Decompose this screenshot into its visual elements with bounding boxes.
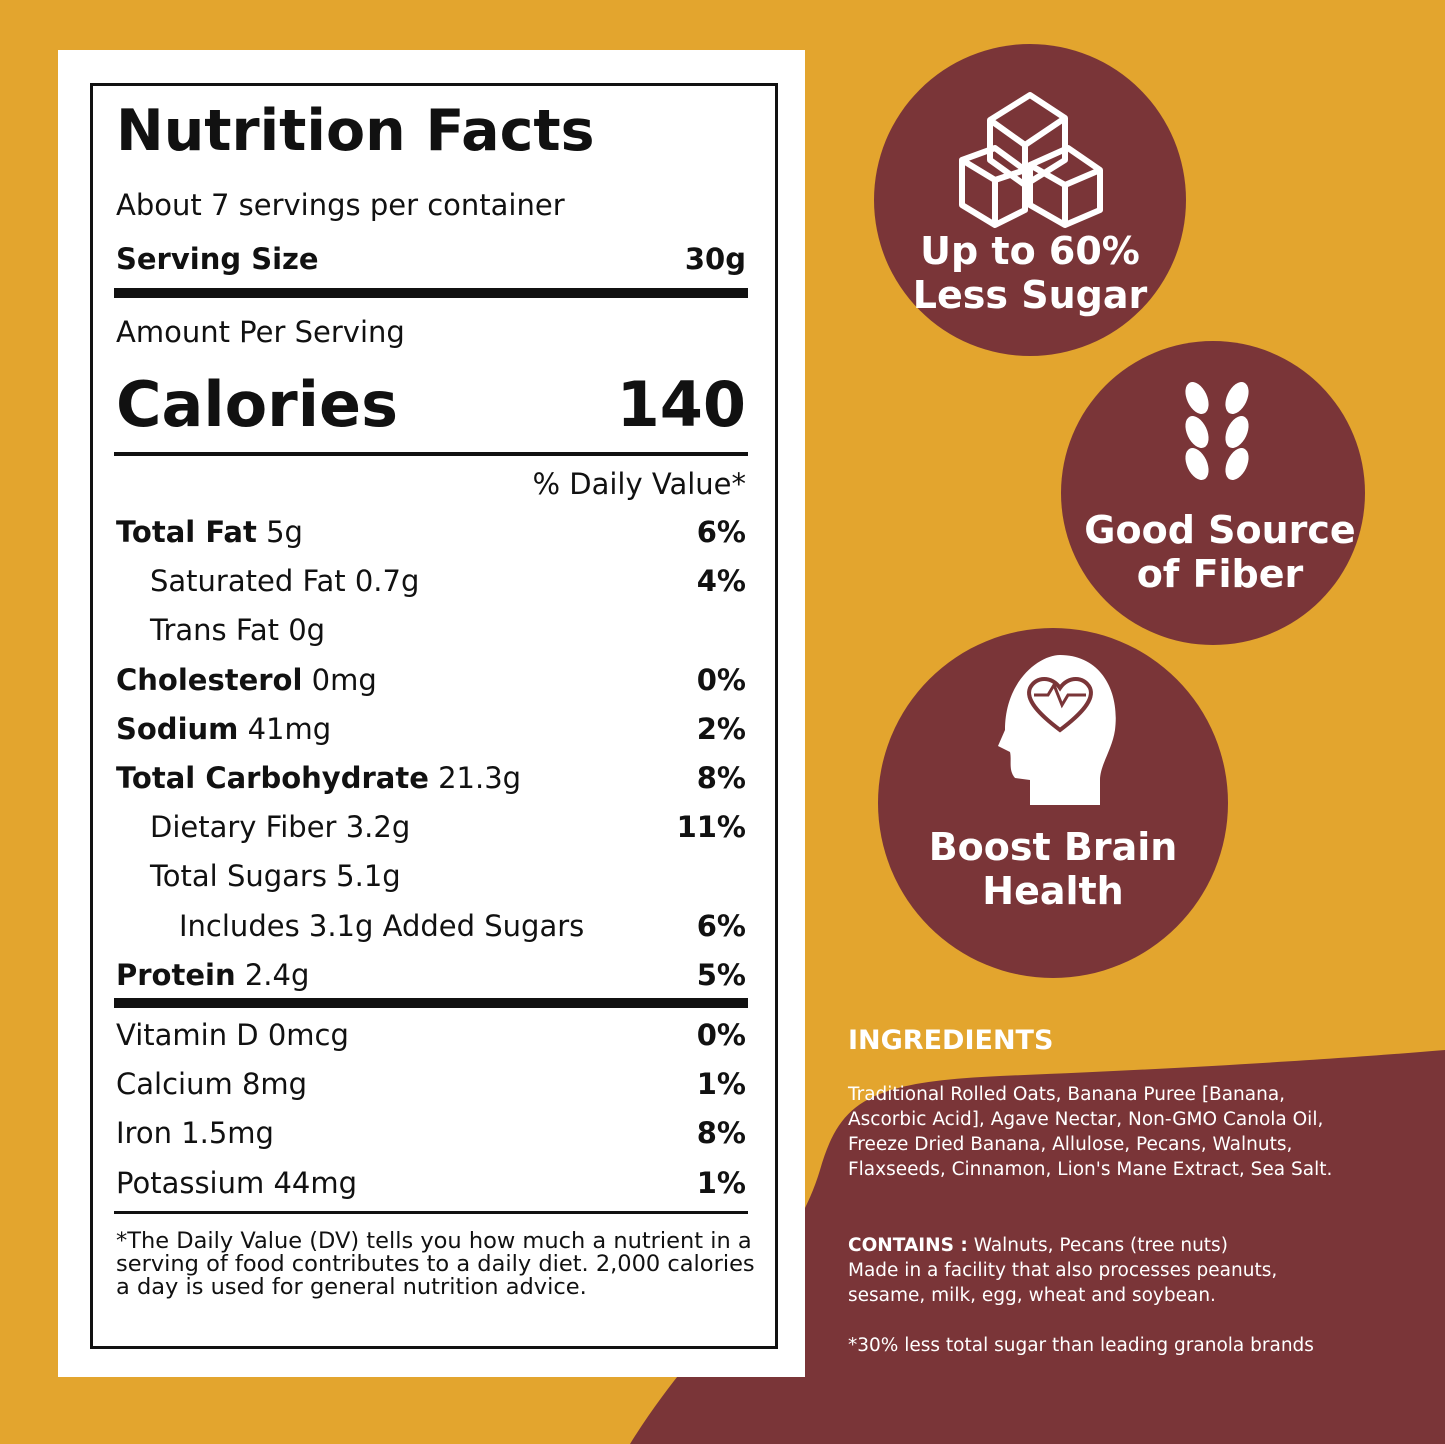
nutrient-name: Includes 3.1g Added Sugars	[179, 908, 585, 943]
ingredients-heading: INGREDIENTS	[848, 1025, 1054, 1056]
nutrient-row: Vitamin D 0mcg 0%	[116, 1015, 746, 1055]
nutrient-name: Potassium	[116, 1165, 265, 1200]
nutrient-amount: 8mg	[241, 1067, 308, 1102]
daily-value: 8%	[696, 1116, 746, 1151]
badge-line: Good Source	[1084, 508, 1356, 552]
badge-line: Health	[982, 869, 1124, 913]
daily-value: 4%	[696, 564, 746, 599]
nutrient-name: Calcium	[116, 1067, 233, 1102]
nutrient-row: Sodium 41mg 2%	[116, 709, 746, 749]
daily-value: 6%	[696, 515, 746, 549]
nutrient-row: Protein 2.4g 5%	[116, 955, 746, 995]
nutrient-row: Saturated Fat 0.7g 4%	[116, 561, 746, 601]
nutrient-name: Cholesterol	[116, 662, 303, 697]
sugar-note: *30% less total sugar than leading grano…	[848, 1335, 1314, 1356]
brain-health-icon	[998, 655, 1116, 805]
badge-circle	[1061, 341, 1365, 645]
nutrient-amount: 44mg	[273, 1165, 358, 1200]
nutrient-name: Vitamin D	[116, 1018, 259, 1052]
nutrient-row: Includes 3.1g Added Sugars 6%	[116, 906, 746, 946]
serving-size: 30g	[684, 242, 746, 276]
amount-per-serving: Amount Per Serving	[116, 315, 405, 349]
nutrient-name: Protein	[116, 957, 236, 992]
daily-value: 8%	[696, 761, 746, 795]
contains-label: CONTAINS :	[848, 1235, 968, 1256]
nutrient-row: Cholesterol 0mg 0%	[116, 660, 746, 700]
servings: About 7 servings per container	[116, 188, 565, 222]
calories-label: Calories	[116, 368, 398, 441]
badge-line: of Fiber	[1136, 552, 1304, 596]
serving-size-row: Serving Size 30g	[116, 239, 746, 279]
calories-value: 140	[616, 368, 746, 441]
nutrient-amount: 0mg	[311, 662, 377, 697]
rule	[114, 1211, 748, 1214]
nutrient-name: Total Carbohydrate	[116, 761, 429, 795]
nutrient-row: Total Carbohydrate 21.3g 8%	[116, 758, 746, 798]
nutrient-row: Calcium 8mg 1%	[116, 1064, 746, 1104]
nutrient-amount: 41mg	[247, 711, 332, 746]
daily-value: 0%	[696, 662, 746, 697]
badge-text: Up to 60% Less Sugar	[860, 229, 1200, 317]
nutrient-row: Iron 1.5mg 8%	[116, 1113, 746, 1153]
nutrient-name: Dietary Fiber	[150, 810, 337, 845]
nutrient-name: Saturated Fat	[150, 564, 346, 599]
nutrient-amount: 21.3g	[438, 761, 522, 795]
nutrient-amount: 0.7g	[354, 564, 420, 599]
daily-value: 6%	[696, 908, 746, 943]
nutrient-name: Trans Fat	[150, 613, 280, 648]
nutrient-amount: 0g	[288, 613, 326, 648]
nutrient-row: Potassium 44mg 1%	[116, 1163, 746, 1203]
badge-line: Less Sugar	[912, 273, 1148, 317]
ingredients-text: Traditional Rolled Oats, Banana Puree [B…	[848, 1084, 1333, 1180]
maroon-blob	[630, 1050, 1445, 1444]
contains-block: CONTAINS : Walnuts, Pecans (tree nuts) M…	[848, 1233, 1348, 1308]
facility-note: Made in a facility that also processes p…	[848, 1260, 1278, 1306]
daily-value: 0%	[696, 1018, 746, 1052]
nutrient-amount: 5.1g	[336, 859, 401, 894]
sugar-cubes-icon	[959, 92, 1103, 228]
thick-rule	[114, 288, 748, 298]
nutrient-amount: 1.5mg	[181, 1116, 274, 1151]
nutrient-row: Total Sugars 5.1g	[116, 856, 746, 896]
nutrient-row: Dietary Fiber 3.2g 11%	[116, 807, 746, 847]
nutrient-amount: 5g	[266, 515, 303, 549]
nutrient-row: Total Fat 5g 6%	[116, 512, 746, 552]
badge-text: Boost Brain Health	[883, 825, 1223, 913]
daily-value: 2%	[696, 711, 746, 746]
nutrient-name: Total Sugars	[150, 859, 327, 894]
nutrient-name: Iron	[116, 1116, 172, 1151]
rule	[114, 452, 748, 456]
daily-value: 11%	[676, 810, 746, 845]
label-border	[90, 83, 778, 1349]
badge-line: Boost Brain	[928, 825, 1178, 869]
nutrient-row: Trans Fat 0g	[116, 610, 746, 650]
daily-value: 1%	[696, 1165, 746, 1200]
nutrient-amount: 0mcg	[267, 1018, 349, 1052]
nutrient-name: Sodium	[116, 711, 239, 746]
serving-size-label: Serving Size	[116, 242, 319, 276]
daily-value: 5%	[696, 957, 746, 992]
dv-header: % Daily Value*	[532, 467, 746, 501]
contains: Walnuts, Pecans (tree nuts)	[973, 1235, 1228, 1256]
nutrient-amount: 3.2g	[345, 810, 411, 845]
thick-rule	[114, 998, 748, 1008]
badge-text: Good Source of Fiber	[1050, 508, 1390, 596]
daily-value: 1%	[696, 1067, 746, 1102]
nutrient-name: Total Fat	[116, 515, 257, 549]
nutrient-amount: 2.4g	[244, 957, 310, 992]
label-title: Nutrition Facts	[116, 98, 595, 164]
badge-line: Up to 60%	[920, 229, 1140, 273]
calories-row: Calories 140	[116, 368, 746, 442]
footnote: *The Daily Value (DV) tells you how much…	[116, 1228, 755, 1300]
label-panel	[58, 50, 805, 1377]
wheat-icon	[1185, 382, 1249, 480]
